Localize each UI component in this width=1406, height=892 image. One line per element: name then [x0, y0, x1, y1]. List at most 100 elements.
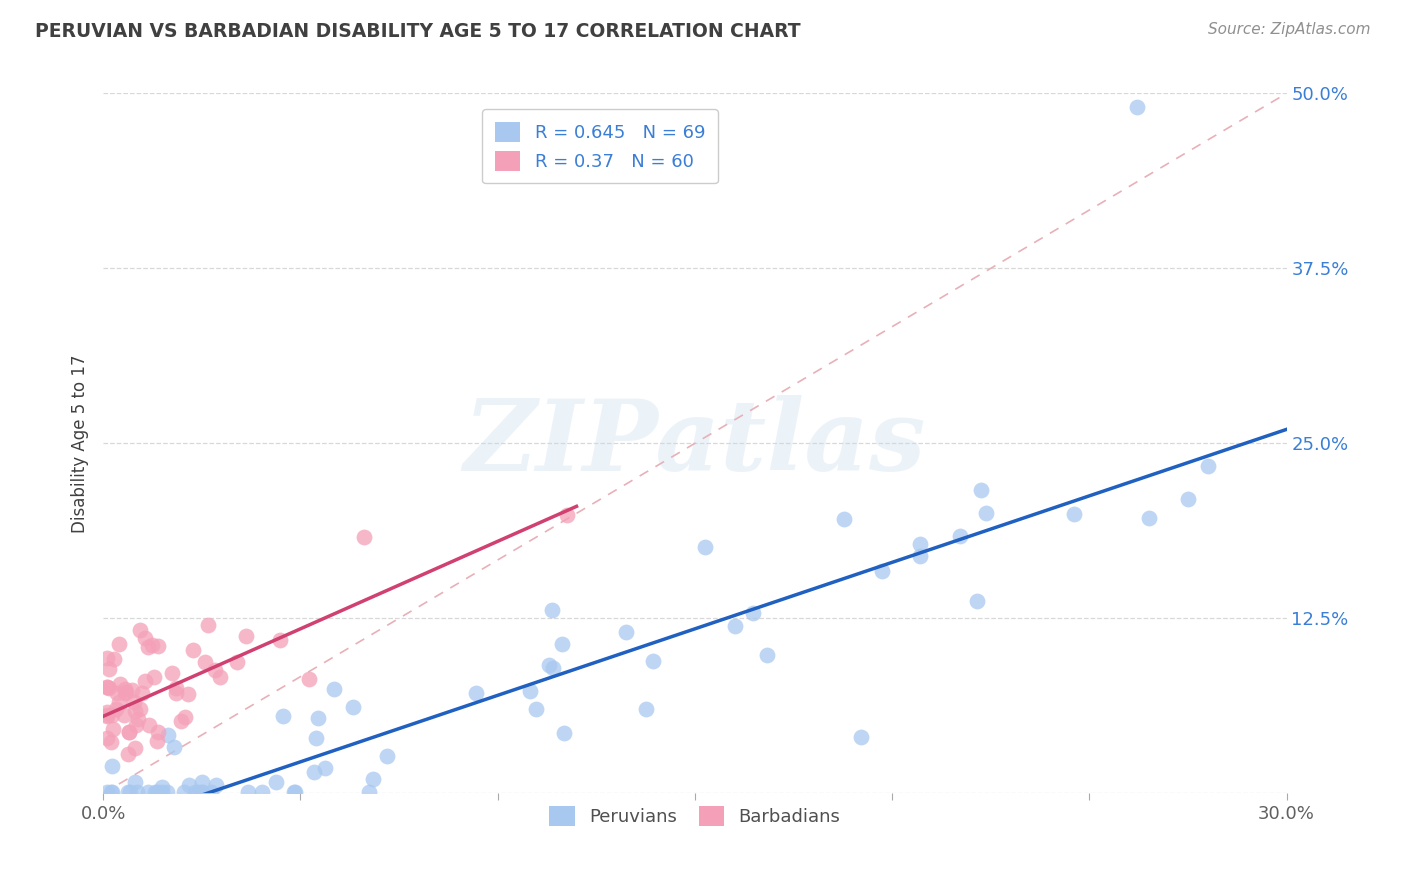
Point	[163, 739, 186, 754]
Point	[162, 665, 184, 680]
Point	[1125, 100, 1147, 114]
Point	[114, 682, 136, 697]
Point	[141, 638, 163, 652]
Point	[197, 618, 219, 632]
Point	[190, 785, 212, 799]
Point	[170, 714, 193, 728]
Point	[108, 677, 131, 691]
Point	[1177, 492, 1199, 507]
Point	[146, 639, 169, 653]
Point	[832, 512, 855, 526]
Point	[150, 780, 173, 795]
Point	[136, 785, 159, 799]
Point	[273, 709, 295, 723]
Point	[100, 735, 122, 749]
Point	[118, 725, 141, 739]
Point	[910, 549, 932, 563]
Point	[143, 785, 166, 799]
Point	[200, 785, 222, 799]
Point	[966, 593, 988, 607]
Point	[1197, 459, 1219, 474]
Point	[97, 663, 120, 677]
Point	[1137, 510, 1160, 524]
Point	[145, 785, 167, 799]
Point	[157, 728, 180, 742]
Point	[100, 785, 122, 799]
Point	[127, 712, 149, 726]
Point	[118, 724, 141, 739]
Point	[96, 706, 118, 720]
Point	[98, 681, 121, 696]
Point	[117, 747, 139, 762]
Point	[105, 686, 128, 700]
Point	[142, 670, 165, 684]
Point	[634, 701, 657, 715]
Point	[756, 648, 779, 662]
Point	[96, 708, 118, 723]
Point	[226, 655, 249, 669]
Point	[122, 695, 145, 709]
Point	[194, 656, 217, 670]
Point	[538, 657, 561, 672]
Point	[298, 672, 321, 686]
Point	[136, 640, 159, 654]
Point	[204, 778, 226, 792]
Point	[156, 785, 179, 799]
Point	[342, 700, 364, 714]
Point	[112, 708, 135, 723]
Point	[361, 772, 384, 787]
Point	[96, 709, 118, 723]
Text: ZIPatlas: ZIPatlas	[464, 395, 927, 491]
Point	[131, 686, 153, 700]
Point	[96, 651, 118, 665]
Point	[208, 670, 231, 684]
Point	[100, 785, 122, 799]
Point	[870, 564, 893, 578]
Point	[190, 774, 212, 789]
Point	[173, 785, 195, 799]
Point	[129, 624, 152, 638]
Point	[125, 718, 148, 732]
Point	[146, 725, 169, 739]
Legend: Peruvians, Barbadians: Peruvians, Barbadians	[543, 799, 848, 833]
Point	[174, 709, 197, 723]
Point	[127, 785, 149, 799]
Point	[314, 761, 336, 775]
Point	[100, 708, 122, 723]
Point	[165, 681, 187, 695]
Point	[134, 631, 156, 645]
Point	[187, 785, 209, 799]
Point	[176, 687, 198, 701]
Point	[284, 785, 307, 799]
Point	[115, 685, 138, 699]
Point	[103, 722, 125, 736]
Point	[114, 686, 136, 700]
Point	[236, 785, 259, 799]
Point	[524, 702, 547, 716]
Point	[307, 711, 329, 725]
Point	[641, 655, 664, 669]
Point	[165, 686, 187, 700]
Point	[269, 633, 291, 648]
Point	[103, 651, 125, 665]
Point	[970, 483, 993, 498]
Point	[302, 764, 325, 779]
Point	[124, 775, 146, 789]
Text: PERUVIAN VS BARBADIAN DISABILITY AGE 5 TO 17 CORRELATION CHART: PERUVIAN VS BARBADIAN DISABILITY AGE 5 T…	[35, 22, 801, 41]
Point	[184, 785, 207, 799]
Point	[204, 663, 226, 677]
Point	[323, 681, 346, 696]
Point	[375, 748, 398, 763]
Point	[250, 785, 273, 799]
Point	[190, 785, 212, 799]
Point	[117, 785, 139, 799]
Point	[550, 637, 572, 651]
Point	[152, 785, 174, 799]
Point	[541, 603, 564, 617]
Point	[555, 508, 578, 522]
Point	[1063, 507, 1085, 521]
Point	[124, 740, 146, 755]
Point	[107, 637, 129, 651]
Point	[96, 785, 118, 799]
Y-axis label: Disability Age 5 to 17: Disability Age 5 to 17	[72, 354, 89, 533]
